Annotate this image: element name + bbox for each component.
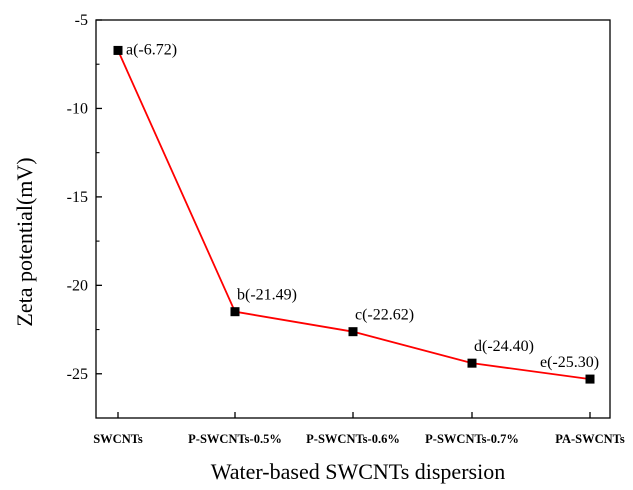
x-tick-label: PA-SWCNTs — [555, 432, 625, 446]
plot-frame — [95, 19, 611, 419]
x-axis-title: Water-based SWCNTs dispersion — [211, 459, 505, 484]
data-point — [467, 358, 477, 368]
y-tick-label: -15 — [67, 189, 88, 206]
x-tick-label: P-SWCNTs-0.7% — [425, 432, 519, 446]
y-tick-label: -5 — [75, 12, 88, 29]
y-tick-label: -10 — [67, 100, 88, 117]
data-point — [230, 307, 240, 317]
x-tick-label: P-SWCNTs-0.5% — [188, 432, 282, 446]
y-axis-title: Zeta potential(mV) — [12, 157, 37, 326]
data-label: a(-6.72) — [126, 41, 177, 58]
y-tick-label: -25 — [67, 366, 88, 383]
axes-frame — [95, 19, 611, 419]
y-axis-ticks: -5 -10 -15 -20 -25 — [67, 12, 102, 383]
plot-area: a(-6.72) b(-21.49) c(-22.62) d(-24.40) e(-25… — [113, 41, 599, 384]
data-label: b(-21.49) — [237, 287, 297, 304]
x-tick-label: P-SWCNTs-0.6% — [306, 432, 400, 446]
data-point — [348, 327, 358, 337]
data-point — [113, 45, 123, 55]
data-label: e(-25.30) — [540, 354, 599, 371]
data-label: d(-24.40) — [474, 338, 534, 355]
y-tick-label: -20 — [67, 277, 88, 294]
x-axis-ticks: SWCNTs P-SWCNTs-0.5% P-SWCNTs-0.6% P-SWCNTs… — [93, 412, 625, 446]
data-point — [585, 374, 595, 384]
x-tick-label: SWCNTs — [93, 432, 143, 446]
data-label: c(-22.62) — [355, 307, 414, 324]
